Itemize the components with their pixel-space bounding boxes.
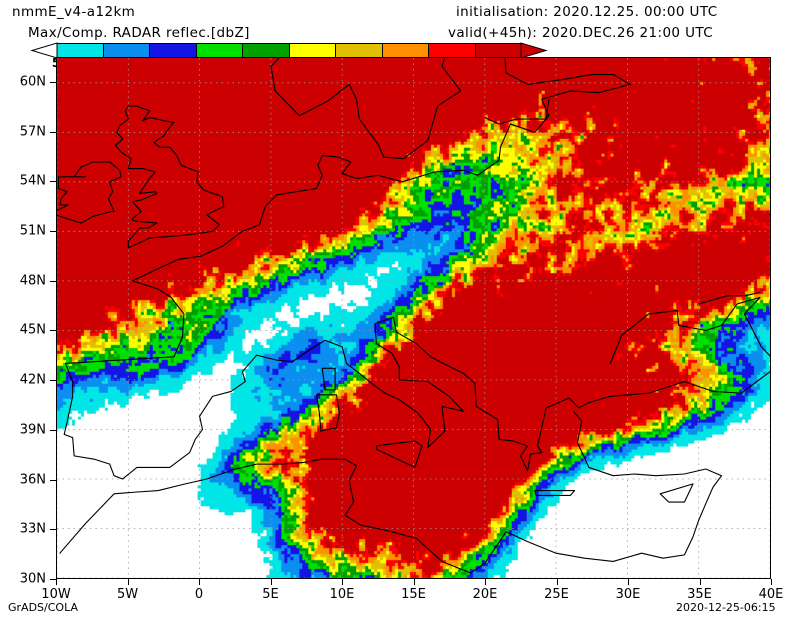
latitude-tick-mark: [50, 231, 56, 232]
colorbar-segment: [196, 44, 243, 57]
longitude-tick-label: 10W: [41, 587, 71, 602]
coastline-overlay: [57, 58, 770, 574]
colorbar-segment: [336, 44, 383, 57]
credit-label: GrADS/COLA: [8, 601, 78, 614]
colorbar-segments: [56, 43, 522, 58]
latitude-tick-mark: [50, 330, 56, 332]
latitude-tick-label: 60N: [19, 74, 46, 90]
longitude-tick-mark: [413, 579, 415, 585]
valid-time-label: valid(+45h): 2020.DEC.26 21:00 UTC: [448, 25, 714, 41]
latitude-tick-mark: [50, 131, 56, 133]
latitude-tick-label: 42N: [19, 372, 46, 388]
latitude-tick-mark: [50, 280, 56, 282]
latitude-tick-label: 54N: [19, 173, 46, 189]
latitude-tick-mark: [50, 380, 56, 382]
longitude-tick-label: 5E: [262, 587, 279, 602]
latitude-tick-mark: [50, 529, 56, 531]
latitude-tick-label: 33N: [19, 521, 46, 537]
latitude-tick-label: 39N: [19, 422, 46, 438]
latitude-tick-label: 45N: [19, 322, 46, 338]
longitude-tick-label: 40E: [758, 587, 784, 602]
colorbar-segment: [243, 44, 290, 57]
colorbar-segment: [103, 44, 150, 57]
latitude-axis: 60N 57N 54N 51N 48N 45N 42N 39N 36N 33N 30N: [0, 57, 56, 587]
longitude-tick-mark: [699, 579, 701, 585]
lat-lon-gridlines: [57, 58, 770, 578]
longitude-tick-label: 20E: [472, 587, 498, 602]
longitude-tick-label: 35E: [687, 587, 712, 602]
longitude-axis: 10W 5W 0 5E 10E 15E 20E 25E 30E 35E 40E: [41, 579, 783, 603]
longitude-tick-label: 10E: [329, 587, 355, 602]
colorbar-arrows: [30, 42, 548, 59]
model-name-label: nmmE_v4-a12km: [12, 4, 136, 20]
longitude-tick-label: 25E: [544, 587, 569, 602]
colorbar: [30, 42, 548, 59]
longitude-tick-label: 0: [194, 587, 204, 602]
colorbar-segment: [289, 44, 336, 57]
latitude-tick-mark: [50, 579, 56, 580]
longitude-tick-mark: [556, 579, 558, 585]
latitude-tick-label: 51N: [19, 223, 46, 239]
longitude-tick-mark: [270, 579, 272, 585]
longitude-tick-mark: [127, 579, 129, 585]
colorbar-segment: [382, 44, 429, 57]
latitude-tick-mark: [50, 81, 56, 83]
initialisation-label: initialisation: 2020.12.25. 00:00 UTC: [456, 4, 718, 20]
colorbar-segment: [429, 44, 476, 57]
latitude-tick-mark: [50, 429, 56, 431]
longitude-tick-mark: [342, 579, 343, 585]
latitude-tick-label: 36N: [19, 472, 46, 488]
longitude-tick-mark: [199, 579, 200, 585]
longitude-tick-label: 5W: [116, 587, 139, 602]
longitude-tick-label: 15E: [401, 587, 426, 602]
latitude-tick-label: 48N: [19, 273, 46, 289]
map-plot-area[interactable]: [56, 57, 771, 579]
latitude-tick-label: 30N: [19, 571, 46, 587]
latitude-tick-label: 57N: [19, 124, 46, 140]
colorbar-segment: [150, 44, 197, 57]
field-name-label: Max/Comp. RADAR reflec.[dbZ]: [28, 25, 250, 41]
longitude-tick-mark: [628, 579, 629, 585]
timestamp-label: 2020-12-25-06:15: [676, 601, 776, 614]
colorbar-under-arrow-icon: [30, 42, 58, 59]
colorbar-segment: [57, 44, 104, 57]
colorbar-segment: [475, 44, 521, 57]
longitude-tick-mark: [56, 579, 57, 585]
latitude-tick-mark: [50, 479, 56, 481]
colorbar-over-arrow-icon: [520, 42, 548, 59]
longitude-tick-mark: [485, 579, 486, 585]
longitude-tick-label: 30E: [615, 587, 641, 602]
longitude-tick-mark: [771, 579, 772, 585]
latitude-tick-mark: [50, 181, 56, 183]
